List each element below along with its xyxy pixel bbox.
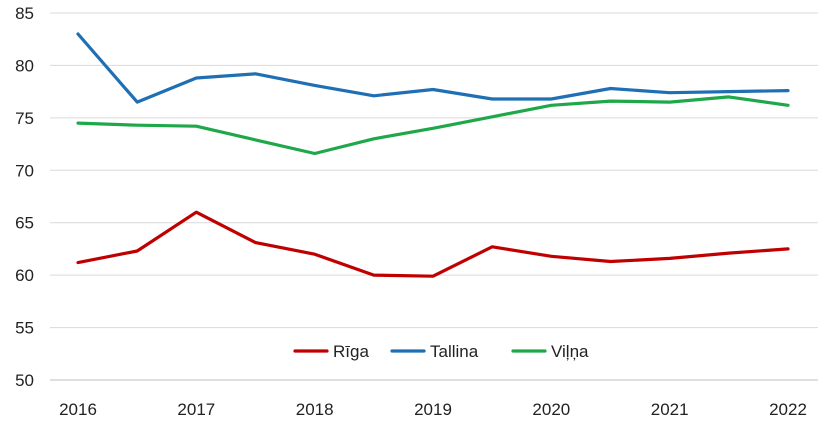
legend: Rīga Tallina Viļņa — [293, 342, 589, 361]
legend-label: Tallina — [430, 342, 479, 361]
x-tick-label: 2018 — [296, 400, 334, 419]
legend-label: Viļņa — [551, 342, 589, 361]
y-tick-label: 80 — [15, 56, 34, 75]
series-line-tallina — [76, 32, 790, 104]
x-tick-label: 2020 — [532, 400, 570, 419]
y-tick-label: 65 — [15, 214, 34, 233]
x-axis-ticks: 2016 2017 2018 2019 2020 2021 2022 — [59, 400, 807, 419]
x-tick-label: 2022 — [769, 400, 807, 419]
y-tick-label: 75 — [15, 109, 34, 128]
x-tick-label: 2017 — [177, 400, 215, 419]
legend-item-tallina: Tallina — [390, 342, 479, 361]
y-tick-label: 85 — [15, 4, 34, 23]
y-tick-label: 60 — [15, 266, 34, 285]
x-tick-label: 2016 — [59, 400, 97, 419]
y-tick-label: 55 — [15, 319, 34, 338]
legend-item-vilna: Viļņa — [511, 342, 589, 361]
x-tick-label: 2019 — [414, 400, 452, 419]
legend-label: Rīga — [333, 342, 369, 361]
y-tick-label: 70 — [15, 161, 34, 180]
grid-lines — [50, 12, 818, 381]
x-tick-label: 2021 — [651, 400, 689, 419]
y-axis-ticks: 50 55 60 65 70 75 80 85 — [15, 4, 34, 390]
y-tick-label: 50 — [15, 371, 34, 390]
series-lines — [76, 32, 790, 278]
legend-item-riga: Rīga — [293, 342, 369, 361]
series-line-riga — [76, 210, 790, 278]
series-line-vilna — [76, 95, 790, 156]
